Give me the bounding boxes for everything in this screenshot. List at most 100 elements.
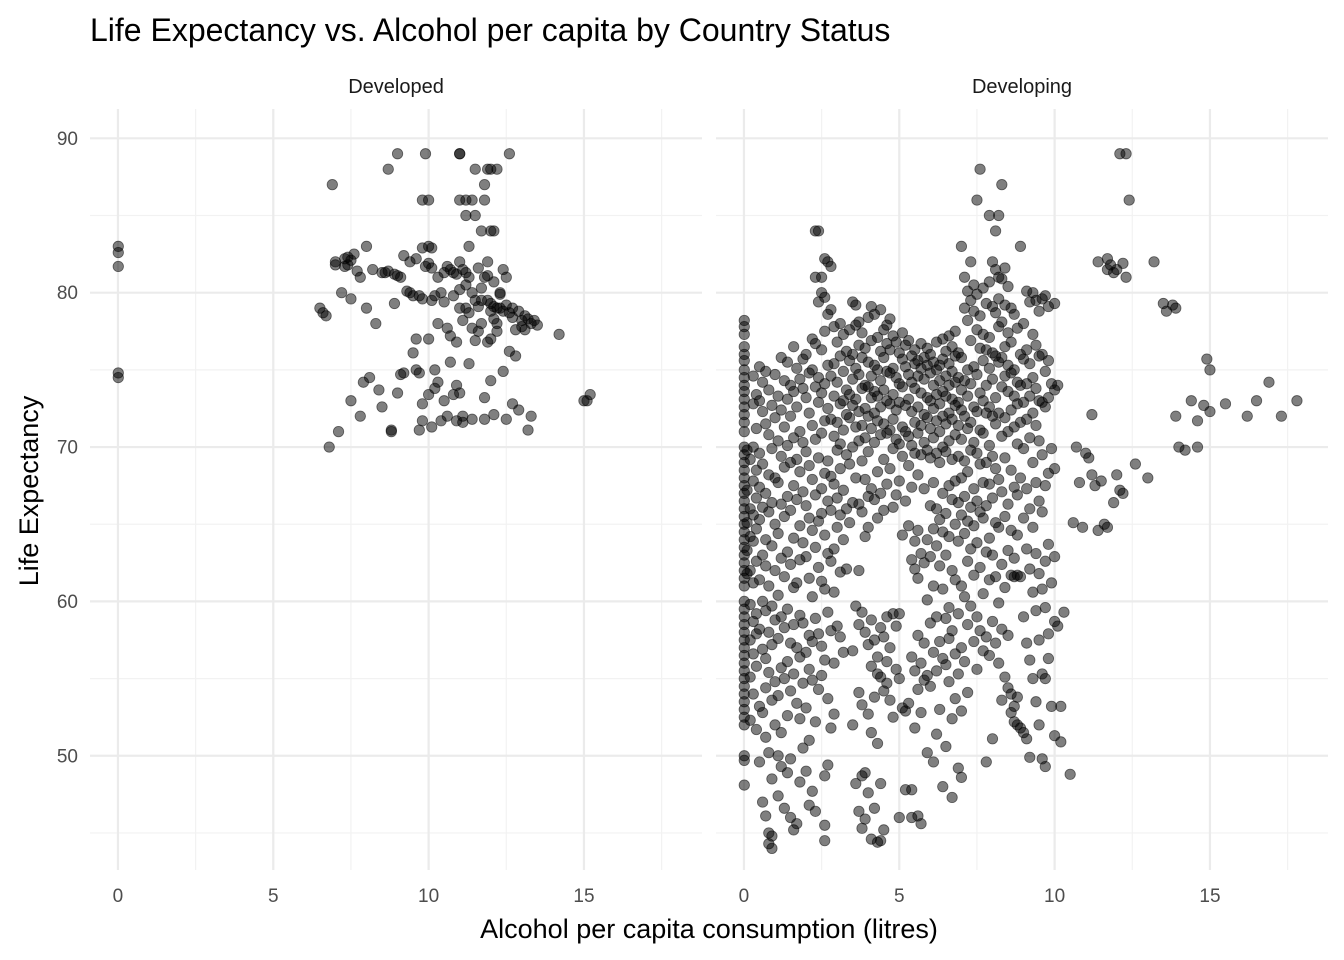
data-point <box>744 714 756 726</box>
data-point <box>912 469 924 481</box>
data-point <box>1039 555 1051 567</box>
data-point <box>457 410 469 422</box>
data-point <box>753 395 766 407</box>
data-point <box>791 453 803 465</box>
data-point <box>803 663 815 675</box>
data-point <box>977 512 989 524</box>
data-point <box>816 387 828 399</box>
data-point <box>850 299 862 311</box>
data-point <box>1027 328 1039 340</box>
data-point <box>999 412 1011 424</box>
data-point <box>1017 442 1030 455</box>
data-point <box>819 819 831 831</box>
data-point <box>438 395 450 407</box>
data-point <box>423 194 435 206</box>
data-point <box>763 580 775 592</box>
data-point <box>996 351 1008 364</box>
data-point <box>416 398 429 410</box>
data-point <box>955 642 968 654</box>
data-point <box>803 512 815 524</box>
data-point <box>778 802 790 814</box>
data-point <box>1052 620 1064 632</box>
data-point <box>980 631 992 643</box>
data-point <box>859 767 871 779</box>
data-point <box>1117 257 1129 269</box>
data-point <box>1120 148 1132 160</box>
data-point <box>930 540 943 552</box>
data-point <box>478 392 491 404</box>
data-point <box>921 747 933 759</box>
data-point <box>395 271 407 283</box>
data-point <box>766 399 778 411</box>
data-point <box>772 390 784 402</box>
data-point <box>407 347 419 359</box>
data-point <box>784 753 797 765</box>
data-point <box>996 273 1008 285</box>
data-point <box>1039 365 1051 378</box>
data-point <box>825 722 837 734</box>
x-tick-label: 0 <box>739 886 750 907</box>
data-point <box>1008 700 1020 712</box>
data-point <box>1021 637 1033 649</box>
data-point <box>831 521 843 533</box>
data-point <box>354 410 366 422</box>
data-point <box>847 719 859 731</box>
data-point <box>367 263 379 276</box>
data-point <box>772 589 784 601</box>
data-point <box>482 256 494 268</box>
data-point <box>893 438 905 450</box>
data-point <box>323 441 335 453</box>
data-point <box>822 693 834 705</box>
data-point <box>971 405 983 418</box>
data-point <box>1039 760 1051 773</box>
data-point <box>806 591 818 603</box>
data-point <box>856 327 868 339</box>
data-point <box>750 723 762 736</box>
data-point <box>1092 256 1104 268</box>
data-point <box>763 666 775 679</box>
data-point <box>983 439 995 452</box>
data-point <box>983 276 995 288</box>
data-point <box>816 640 828 652</box>
data-point <box>927 580 940 592</box>
data-point <box>741 484 753 496</box>
data-point <box>843 517 856 529</box>
data-point <box>989 418 1002 430</box>
data-point <box>940 659 952 671</box>
data-point <box>766 442 778 455</box>
data-point <box>887 388 899 401</box>
data-point <box>847 645 859 657</box>
data-point <box>756 405 769 418</box>
data-point <box>825 555 837 567</box>
x-tick-label: 0 <box>113 886 124 907</box>
data-point <box>460 209 472 222</box>
data-point <box>915 657 927 669</box>
data-point <box>949 325 961 337</box>
data-point <box>1250 395 1263 407</box>
data-point <box>850 393 862 405</box>
data-point <box>426 421 438 433</box>
data-point <box>1014 571 1027 583</box>
data-point <box>828 390 840 402</box>
data-point <box>896 529 909 541</box>
data-point <box>336 287 348 299</box>
data-point <box>794 373 806 385</box>
data-point <box>816 271 828 283</box>
data-point <box>753 513 766 526</box>
data-point <box>993 209 1005 222</box>
data-point <box>781 439 794 452</box>
data-point <box>912 572 924 584</box>
data-point <box>454 148 466 160</box>
data-point <box>906 481 918 493</box>
data-point <box>962 555 974 567</box>
data-point <box>843 412 856 424</box>
data-point <box>497 365 509 378</box>
data-point <box>348 248 360 260</box>
data-point <box>1241 410 1253 422</box>
data-point <box>788 341 800 353</box>
data-point <box>986 492 999 504</box>
data-point <box>847 348 859 361</box>
data-point <box>912 524 924 537</box>
data-point <box>760 810 772 822</box>
y-tick-label: 90 <box>57 129 78 150</box>
